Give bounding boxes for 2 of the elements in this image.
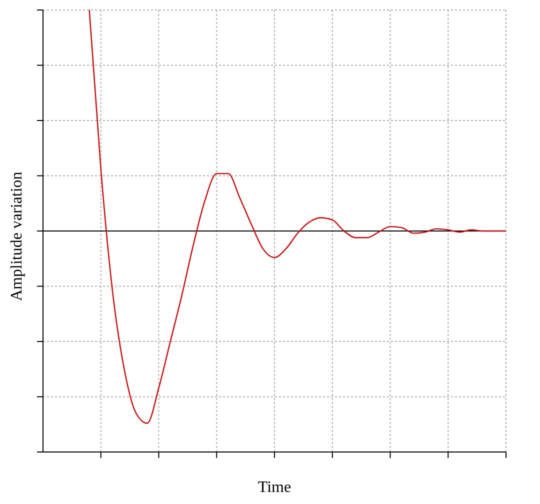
y-axis-title: Amplitude variation (8, 172, 26, 301)
x-axis-title: Time (258, 479, 292, 496)
